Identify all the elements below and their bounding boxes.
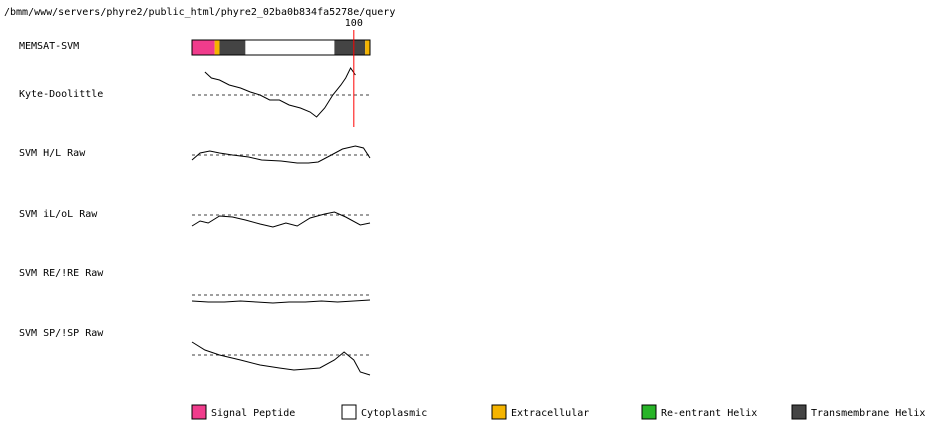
legend-label: Extracellular [511,408,589,419]
track-curve [191,145,371,164]
legend-label: Cytoplasmic [361,408,427,419]
track-curve [191,211,371,228]
legend-swatch [491,404,507,420]
topology-segment [365,40,370,55]
track-label: SVM RE/!RE Raw [19,268,104,279]
memsat-label: MEMSAT-SVM [19,41,79,52]
track-label: Kyte-Doolittle [19,89,103,100]
topology-frame [191,39,371,56]
track-label: SVM H/L Raw [19,148,86,159]
legend-swatch [341,404,357,420]
file-path: /bmm/www/servers/phyre2/public_html/phyr… [4,7,395,18]
legend-label: Signal Peptide [211,408,295,419]
topology-segment [192,40,215,55]
topology-segment [219,40,246,55]
legend-swatch [641,404,657,420]
topology-segment [334,40,366,55]
track-label: SVM iL/oL Raw [19,209,98,220]
legend-label: Re-entrant Helix [661,408,757,419]
marker-label: 100 [345,18,363,29]
legend-swatch [791,404,807,420]
track-curve [191,299,371,304]
track-label: SVM SP/!SP Raw [19,328,104,339]
legend-swatch [191,404,207,420]
topology-segment [214,40,220,55]
legend-label: Transmembrane Helix [811,408,925,419]
track-curve [191,341,371,376]
track-curve [204,67,356,118]
topology-segment [245,40,335,55]
